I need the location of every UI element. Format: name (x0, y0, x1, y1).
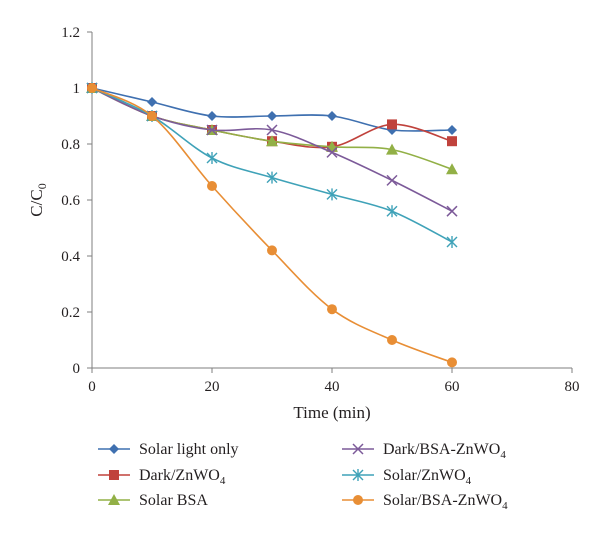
data-point (386, 205, 398, 218)
data-point (446, 236, 458, 248)
legend-swatch-marker (352, 443, 364, 455)
data-point (266, 171, 278, 184)
marker-stroke (386, 174, 398, 186)
data-point (267, 245, 277, 256)
data-point (326, 146, 338, 158)
legend-item: Dark/BSA-ZnWO4 (342, 441, 506, 461)
series-5 (86, 82, 458, 248)
data-point (147, 97, 157, 107)
marker-stroke (446, 205, 458, 217)
x-axis-title: Time (min) (293, 403, 370, 422)
data-point (327, 111, 337, 121)
series-line (91, 87, 453, 212)
data-point (446, 163, 458, 175)
x-tick-label: 60 (445, 379, 460, 395)
legend-label: Solar BSA (139, 492, 208, 509)
legend-label-main: Dark/BSA-ZnWO (383, 441, 500, 458)
data-point (446, 205, 458, 217)
y-tick-label: 1.2 (61, 25, 80, 41)
legend-label-sub: 4 (220, 475, 226, 487)
y-axis-title-main: C/C (27, 189, 46, 216)
y-tick-label: 1 (73, 81, 81, 97)
data-point (267, 111, 277, 121)
x-tick-label: 20 (205, 379, 220, 395)
data-point (387, 119, 397, 130)
legend-label: Solar light only (139, 441, 239, 458)
data-point (447, 357, 457, 368)
legend-item: Solar light only (98, 441, 239, 458)
legend-label-sub: 4 (500, 449, 506, 461)
data-point (387, 335, 397, 345)
data-point (207, 181, 217, 191)
legend-label-main: Solar BSA (139, 492, 208, 509)
ticks: 0 0.2 0.4 0.6 0.8 1 1.2 0 20 40 60 80 (61, 25, 579, 395)
legend-label: Dark/ZnWO4 (139, 467, 226, 487)
legend-label-main: Solar/BSA-ZnWO (383, 492, 502, 509)
y-tick-label: 0.6 (61, 193, 80, 209)
y-tick-label: 0.2 (61, 305, 80, 321)
series-layer (86, 82, 458, 368)
series-6 (87, 83, 457, 368)
data-point (386, 143, 398, 155)
data-point (327, 304, 337, 315)
data-point (326, 188, 338, 201)
data-point (206, 152, 218, 164)
data-point (147, 111, 157, 121)
legend-item: Solar/BSA-ZnWO4 (342, 492, 508, 512)
data-point (206, 124, 218, 136)
legend-label-sub: 4 (466, 475, 472, 487)
legend-swatch-marker (353, 495, 363, 505)
y-tick-label: 0.4 (61, 249, 80, 265)
legend-label: Solar/ZnWO4 (383, 467, 472, 487)
x-tick-label: 80 (565, 379, 580, 395)
y-tick-label: 0.8 (61, 137, 80, 153)
legend-label-main: Solar light only (139, 441, 239, 458)
legend-swatch-marker (352, 469, 364, 481)
legend-item: Dark/ZnWO4 (98, 467, 226, 487)
data-point (386, 174, 398, 186)
series-3 (86, 82, 458, 175)
data-point (207, 111, 217, 121)
legend-item: Solar BSA (98, 492, 208, 509)
y-tick-label: 0 (73, 361, 81, 377)
data-point (266, 135, 278, 147)
legend-swatch-marker (108, 494, 120, 505)
marker-stroke (266, 124, 278, 136)
x-tick-label: 0 (88, 379, 96, 395)
legend-label-sub: 4 (502, 500, 508, 512)
data-point (447, 136, 457, 147)
y-axis-title: C/C0 (27, 183, 49, 216)
data-point (87, 83, 97, 93)
marker-stroke (352, 443, 364, 455)
data-point (447, 125, 457, 135)
legend-label: Dark/BSA-ZnWO4 (383, 441, 506, 461)
x-tick-label: 40 (325, 379, 340, 395)
legend-item: Solar/ZnWO4 (342, 467, 472, 487)
series-4 (86, 82, 458, 217)
y-axis-title-sub: 0 (35, 183, 49, 189)
marker-stroke (206, 124, 218, 136)
legend-label-main: Solar/ZnWO (383, 467, 466, 484)
legend-label-main: Dark/ZnWO (139, 467, 220, 484)
marker-stroke (326, 146, 338, 158)
legend-label: Solar/BSA-ZnWO4 (383, 492, 508, 512)
legend-swatch-marker (109, 470, 119, 480)
data-point (266, 124, 278, 136)
legend-swatch-marker (109, 444, 119, 454)
